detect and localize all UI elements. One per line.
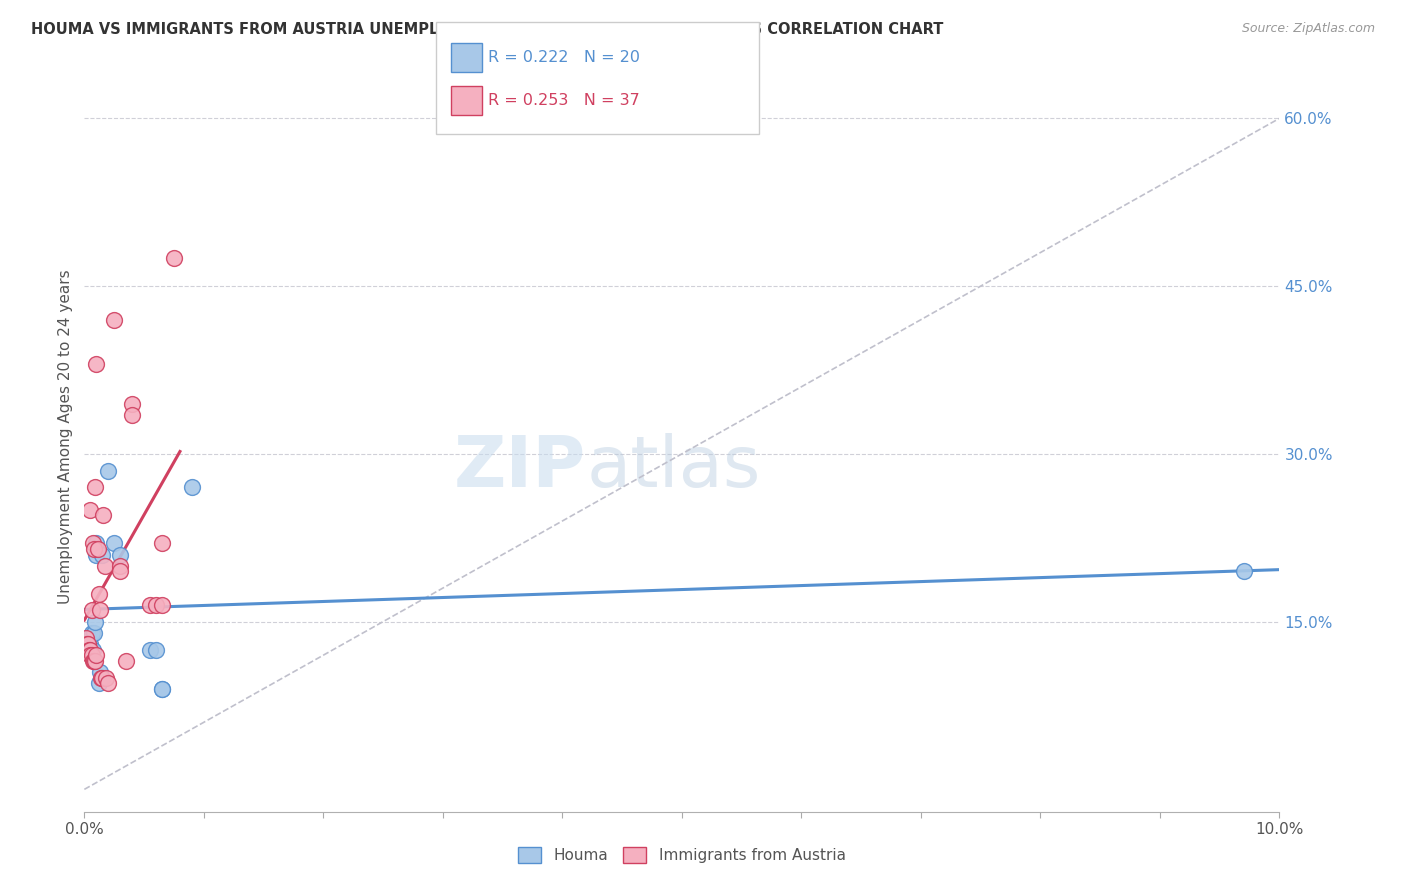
Point: [139, 642, 162, 657]
Point: [97, 464, 120, 478]
Point: [150, 598, 173, 612]
Point: [86, 358, 108, 372]
Point: [77, 632, 100, 646]
Text: ZIP: ZIP: [454, 433, 586, 501]
Point: [79, 642, 101, 657]
Point: [1233, 564, 1256, 578]
Point: [103, 312, 125, 326]
Point: [181, 480, 204, 494]
Point: [82, 642, 104, 657]
Text: R = 0.253   N = 37: R = 0.253 N = 37: [488, 93, 640, 108]
Point: [150, 681, 173, 696]
Point: [91, 671, 114, 685]
Point: [76, 637, 98, 651]
Point: [80, 625, 103, 640]
Point: [91, 548, 114, 562]
Point: [94, 671, 117, 685]
Point: [163, 251, 186, 265]
Text: R = 0.222   N = 20: R = 0.222 N = 20: [488, 50, 640, 65]
Point: [86, 536, 108, 550]
Point: [121, 408, 143, 422]
Point: [115, 654, 138, 668]
Point: [97, 676, 120, 690]
Y-axis label: Unemployment Among Ages 20 to 24 years: Unemployment Among Ages 20 to 24 years: [58, 269, 73, 605]
Point: [80, 648, 103, 662]
Point: [80, 603, 103, 617]
Point: [139, 598, 162, 612]
Point: [87, 587, 110, 601]
Point: [87, 676, 110, 690]
Point: [79, 637, 101, 651]
Point: [90, 671, 112, 685]
Point: [82, 654, 104, 668]
Point: [84, 480, 107, 494]
Point: [77, 642, 100, 657]
Point: [75, 632, 97, 646]
Point: [110, 564, 132, 578]
Point: [103, 536, 125, 550]
Point: [86, 548, 108, 562]
Point: [86, 648, 108, 662]
Point: [110, 548, 132, 562]
Point: [89, 603, 111, 617]
Point: [84, 615, 107, 629]
Point: [145, 642, 167, 657]
Point: [93, 558, 115, 573]
Point: [86, 541, 108, 556]
Legend: Houma, Immigrants from Austria: Houma, Immigrants from Austria: [513, 843, 851, 868]
Text: atlas: atlas: [586, 433, 761, 501]
Point: [83, 625, 105, 640]
Point: [150, 681, 173, 696]
Point: [79, 502, 101, 516]
Point: [84, 654, 107, 668]
Point: [150, 536, 173, 550]
Point: [93, 508, 115, 523]
Text: Source: ZipAtlas.com: Source: ZipAtlas.com: [1241, 22, 1375, 36]
Point: [77, 637, 100, 651]
Point: [110, 558, 132, 573]
Point: [83, 541, 105, 556]
Point: [121, 396, 143, 410]
Point: [89, 665, 111, 679]
Point: [79, 648, 101, 662]
Point: [145, 598, 167, 612]
Point: [82, 536, 104, 550]
Point: [83, 654, 105, 668]
Text: HOUMA VS IMMIGRANTS FROM AUSTRIA UNEMPLOYMENT AMONG AGES 20 TO 24 YEARS CORRELAT: HOUMA VS IMMIGRANTS FROM AUSTRIA UNEMPLO…: [31, 22, 943, 37]
